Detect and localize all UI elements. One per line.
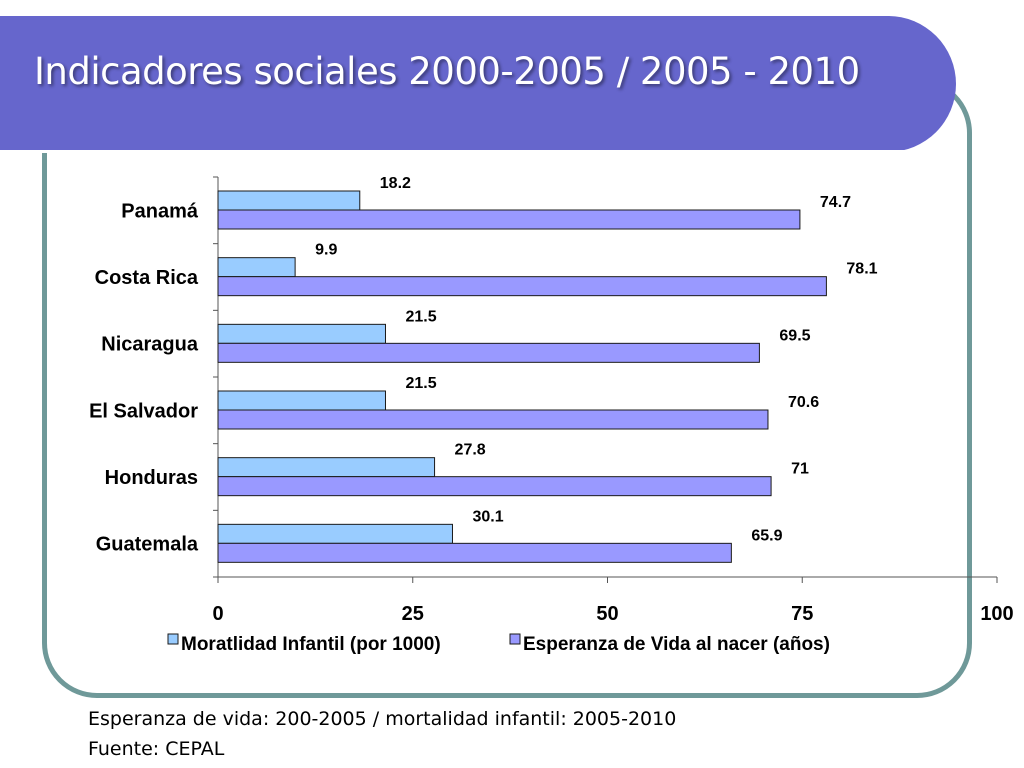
data-label-nicaragua-1: 69.5 [779, 327, 810, 344]
data-label-costa-rica-1: 78.1 [846, 261, 877, 278]
data-label-honduras-1: 71 [791, 461, 809, 478]
bar-esperanza-de-vida-al-guatemala [217, 542, 732, 563]
legend-swatch-0 [167, 633, 179, 645]
bar-chart: 0 25 50 75 100 Panamá 18.2 74.7 Costa Rica 9.9 78.… [89, 175, 1014, 655]
x-tick-label: 0 [212, 603, 223, 625]
title-banner: Indicadores sociales 2000-2005 / 2005 - … [0, 16, 956, 153]
category-label-panama: Panamá [121, 200, 199, 222]
data-label-el-salvador-1: 70.6 [788, 394, 819, 411]
x-tick-label: 100 [980, 603, 1013, 625]
category-label-guatemala: Guatemala [96, 534, 199, 556]
x-tick-label: 25 [402, 603, 424, 625]
category-label-nicaragua: Nicaragua [101, 334, 199, 356]
bar-moratlidad-infantil--panama [217, 190, 361, 211]
bar-esperanza-de-vida-al-panama [217, 209, 801, 230]
data-label-costa-rica-0: 9.9 [315, 242, 337, 259]
title-underline [0, 150, 906, 153]
category-label-honduras: Honduras [105, 467, 198, 489]
bar-moratlidad-infantil--el-salvador [217, 390, 386, 411]
bar-esperanza-de-vida-al-el-salvador [217, 409, 769, 430]
bar-esperanza-de-vida-al-nicaragua [217, 342, 760, 363]
bar-moratlidad-infantil--honduras [217, 457, 436, 478]
bar-moratlidad-infantil--guatemala [217, 523, 453, 544]
bar-esperanza-de-vida-al-costa-rica [217, 276, 827, 297]
slide-frame [42, 78, 972, 698]
data-label-panama-1: 74.7 [820, 194, 851, 211]
data-label-panama-0: 18.2 [380, 175, 411, 192]
data-label-honduras-0: 27.8 [455, 442, 486, 459]
category-label-el-salvador: El Salvador [89, 400, 198, 422]
x-tick-label: 75 [791, 603, 813, 625]
data-label-guatemala-0: 30.1 [472, 508, 503, 525]
bar-moratlidad-infantil--costa-rica [217, 257, 296, 278]
legend-swatch-1 [509, 633, 521, 645]
slide-title: Indicadores sociales 2000-2005 / 2005 - … [34, 50, 860, 93]
x-tick-label: 50 [596, 603, 618, 625]
footnote-fuente: Fuente: CEPAL [88, 738, 225, 760]
data-label-nicaragua-0: 21.5 [405, 308, 436, 325]
legend-label-0: Moratlidad Infantil (por 1000) [181, 634, 441, 655]
category-label-costa-rica: Costa Rica [95, 267, 199, 289]
data-label-guatemala-1: 65.9 [751, 527, 782, 544]
footnote-periodos: Esperanza de vida: 200-2005 / mortalidad… [88, 708, 677, 730]
bar-moratlidad-infantil--nicaragua [217, 323, 386, 344]
data-label-el-salvador-0: 21.5 [405, 375, 436, 392]
bar-esperanza-de-vida-al-honduras [217, 476, 772, 497]
legend-label-1: Esperanza de Vida al nacer (años) [523, 634, 830, 655]
